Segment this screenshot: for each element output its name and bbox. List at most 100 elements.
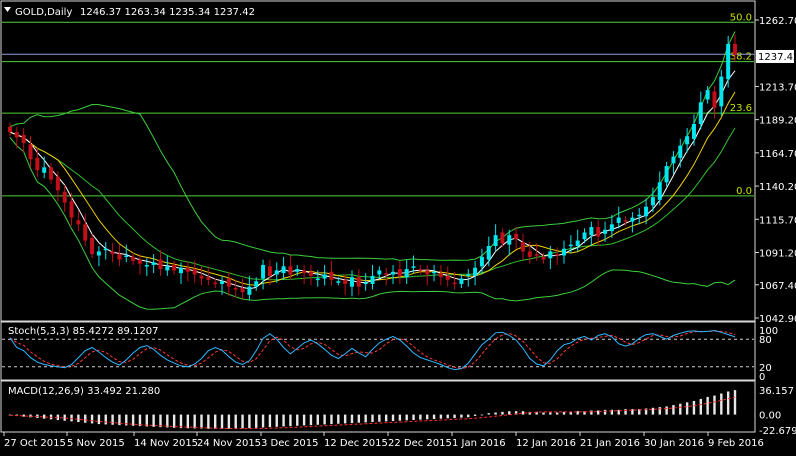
candle-body: [281, 266, 286, 274]
current-price-tag: [756, 50, 794, 63]
macd-histogram-bar: [371, 414, 374, 423]
macd-histogram-bar: [692, 400, 696, 415]
candle-body: [356, 277, 361, 287]
macd-histogram-bar: [569, 411, 573, 415]
candle-body: [240, 288, 245, 293]
candle-body: [486, 246, 491, 260]
candle-body: [247, 286, 252, 295]
candle-body: [391, 271, 396, 275]
macd-histogram-bar: [22, 414, 25, 417]
macd-histogram-bar: [651, 407, 655, 415]
candle-body: [144, 264, 149, 267]
candle-body: [124, 255, 129, 257]
macd-histogram-bar: [261, 414, 265, 428]
candle-body: [96, 251, 101, 256]
candle-body: [69, 201, 74, 218]
candle-body: [452, 282, 457, 285]
candle-body: [178, 267, 183, 274]
macd-histogram-bar: [555, 412, 559, 415]
candle-body: [165, 266, 170, 271]
macd-histogram-bar: [576, 411, 579, 415]
macd-histogram-bar: [268, 414, 272, 428]
macd-histogram-bar: [460, 414, 463, 418]
price-axis-label: 1189.20: [759, 116, 796, 127]
macd-histogram-bar: [542, 412, 545, 415]
macd-histogram-bar: [597, 410, 600, 415]
time-axis-label: 22 Dec 2015: [388, 438, 452, 449]
candle-body: [520, 241, 525, 252]
macd-histogram-bar: [234, 414, 237, 429]
candle-body: [62, 191, 67, 203]
macd-histogram-bar: [528, 411, 532, 415]
macd-histogram-bar: [412, 414, 415, 421]
price-axis-label: 1213.70: [759, 82, 796, 93]
macd-histogram-bar: [473, 414, 477, 416]
macd-histogram-bar: [255, 414, 258, 428]
macd-histogram-bar: [583, 411, 586, 415]
stoch-signal-line: [9, 330, 736, 370]
candle-body: [329, 271, 334, 280]
candle-body: [630, 217, 635, 222]
candle-body: [609, 224, 614, 232]
macd-histogram-bar: [419, 414, 422, 420]
candle-body: [370, 275, 375, 284]
macd-histogram-bar: [378, 414, 381, 422]
macd-axis-label: 0.00: [759, 411, 781, 422]
candle-body: [555, 254, 560, 256]
macd-histogram-bar: [617, 409, 620, 415]
stoch-axis-label: 80: [759, 335, 772, 346]
candle-body: [719, 76, 724, 107]
macd-histogram-bar: [679, 403, 682, 415]
macd-histogram-bar: [213, 414, 217, 429]
time-axis-label: 21 Jan 2016: [580, 438, 640, 449]
macd-histogram-bar: [323, 414, 326, 425]
macd-histogram-bar: [357, 414, 361, 423]
candle-body: [623, 220, 628, 222]
macd-histogram-bar: [658, 407, 661, 415]
ohlc-readout: 1246.37 1263.34 1235.34 1237.42: [80, 7, 255, 18]
macd-histogram-bar: [514, 411, 518, 415]
time-axis-label: 12 Dec 2015: [324, 438, 388, 449]
macd-histogram-bar: [391, 414, 395, 422]
candle-body: [28, 144, 33, 160]
macd-histogram-bar: [685, 402, 689, 415]
candle-body: [213, 282, 218, 285]
candle-body: [650, 197, 655, 206]
macd-histogram-bar: [111, 414, 114, 425]
candle-body: [8, 126, 12, 133]
macd-histogram-bar: [439, 414, 443, 419]
stoch-axis-label: 20: [759, 363, 772, 374]
candle-body: [90, 237, 95, 255]
macd-histogram-bar: [316, 414, 319, 425]
candle-body: [644, 206, 649, 217]
stoch-main-line: [9, 329, 736, 371]
price-panel-frame: [0, 0, 756, 322]
macd-histogram-bar: [248, 414, 251, 429]
candles: [8, 34, 737, 301]
macd-histogram-bar: [302, 414, 306, 426]
candle-body: [158, 259, 163, 270]
candle-body: [274, 270, 279, 275]
candle-body: [42, 167, 47, 173]
candle-body: [110, 251, 115, 255]
macd-histogram-bar: [172, 414, 176, 428]
candle-body: [83, 224, 88, 241]
candle-body: [562, 248, 567, 256]
candle-body: [137, 259, 142, 264]
macd-histogram-bar: [179, 414, 183, 429]
candle-body: [103, 248, 108, 251]
candle-body: [466, 274, 471, 276]
stoch-axis-label: 100: [759, 326, 778, 337]
candle-body: [192, 269, 197, 275]
candle-body: [678, 145, 683, 158]
macd-histogram-bar: [282, 414, 285, 427]
macd-histogram-bar: [200, 414, 203, 429]
collapse-icon[interactable]: [4, 7, 11, 12]
macd-histogram-bar: [638, 409, 641, 415]
fib-label: 23.6: [730, 103, 752, 114]
candle-body: [261, 264, 266, 279]
macd-histogram-bar: [494, 412, 497, 415]
macd-histogram-bar: [63, 414, 66, 421]
macd-histogram-bar: [508, 411, 511, 415]
